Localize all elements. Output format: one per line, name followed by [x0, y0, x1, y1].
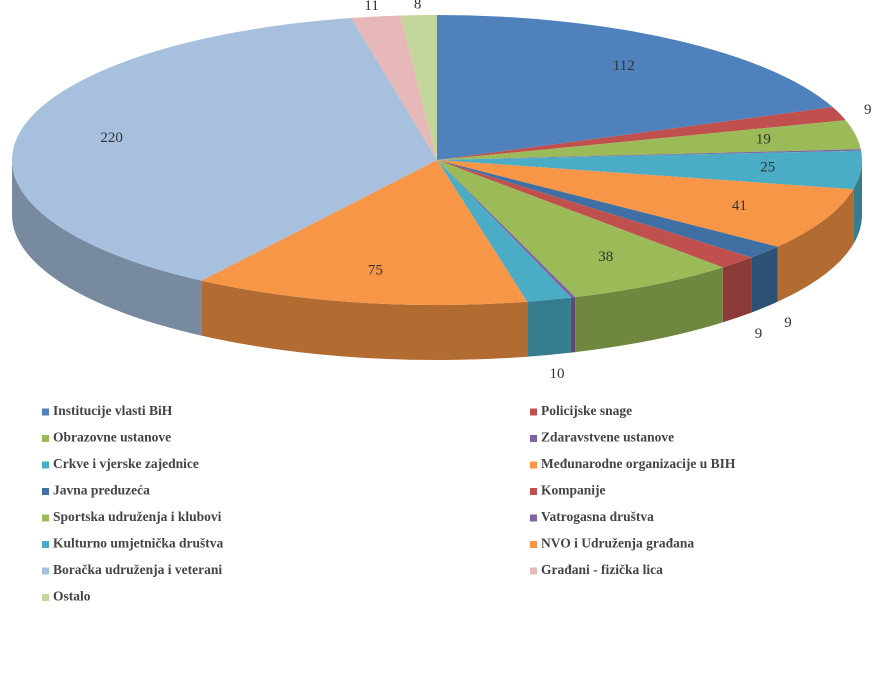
- slice: [437, 150, 862, 190]
- legend-label: Policijske snage: [541, 403, 632, 418]
- legend-label: Kulturno umjetnička društva: [53, 536, 224, 551]
- legend-swatch: [42, 567, 49, 575]
- legend-label: Obrazovne ustanove: [53, 430, 171, 445]
- slice-side: [777, 189, 854, 302]
- legend-label: Boračka udruženja i veterani: [53, 562, 222, 577]
- data-label: 9: [755, 326, 763, 342]
- slice-side: [527, 297, 571, 357]
- slice-side: [722, 257, 752, 323]
- legend-label: Sportska udruženja i klubovi: [53, 509, 222, 524]
- data-label: 41: [732, 198, 747, 214]
- legend-swatch: [530, 461, 537, 469]
- slice: [437, 160, 778, 258]
- slice: [437, 15, 833, 160]
- legend-swatch: [530, 514, 537, 522]
- data-label: 220: [100, 130, 123, 146]
- legend-swatch: [530, 541, 537, 548]
- data-label: 10: [550, 366, 565, 382]
- legend-label: Crkve i vjerske zajednice: [53, 456, 199, 471]
- slice: [437, 160, 571, 302]
- legend-label: Vatrogasna društva: [541, 509, 654, 524]
- legend-swatch: [530, 408, 537, 416]
- legend-swatch: [530, 435, 537, 442]
- legend-label: Međunarodne organizacije u BIH: [541, 456, 736, 471]
- slice: [400, 15, 437, 160]
- data-label: 19: [756, 132, 771, 148]
- slice-side: [12, 160, 202, 336]
- slice: [437, 160, 854, 247]
- slice: [437, 120, 861, 160]
- legend-swatch: [42, 514, 49, 522]
- legend-swatch: [530, 567, 537, 575]
- data-label: 8: [414, 0, 422, 12]
- slice: [437, 160, 723, 298]
- legend-swatch: [42, 435, 49, 442]
- legend-label: Javna preduzeća: [53, 483, 150, 498]
- legend-swatch: [42, 461, 49, 469]
- slice-side: [201, 280, 528, 360]
- slice: [437, 160, 752, 268]
- slice-side: [751, 246, 778, 313]
- legend-label: Građani - fizička lica: [541, 562, 663, 577]
- legend-label: Institucije vlasti BiH: [53, 403, 173, 418]
- legend-label: Zdaravstvene ustanove: [541, 430, 674, 445]
- legend-swatch: [42, 408, 49, 416]
- slice: [437, 107, 846, 160]
- slice-side: [570, 297, 576, 353]
- legend-swatch: [42, 488, 49, 495]
- slice: [351, 15, 437, 160]
- legend-swatch: [42, 594, 49, 601]
- slice: [437, 149, 862, 160]
- data-label: 112: [613, 58, 635, 74]
- data-label: 9: [864, 102, 872, 118]
- slice: [11, 17, 437, 281]
- data-label: 11: [364, 0, 378, 14]
- slice: [201, 160, 528, 305]
- legend-label: Ostalo: [53, 589, 91, 604]
- legend-swatch: [42, 541, 49, 548]
- slice-side: [575, 267, 723, 353]
- slice: [437, 160, 576, 298]
- legend-swatch: [530, 488, 537, 495]
- legend-label: Kompanije: [541, 483, 606, 498]
- data-label: 75: [368, 263, 383, 279]
- data-label: 38: [598, 249, 613, 265]
- legend-label: NVO i Udruženja građana: [541, 536, 694, 551]
- data-label: 25: [760, 159, 775, 175]
- data-label: 9: [784, 315, 792, 331]
- slice-side: [853, 160, 862, 245]
